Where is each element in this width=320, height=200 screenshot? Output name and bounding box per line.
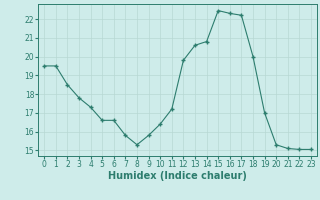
X-axis label: Humidex (Indice chaleur): Humidex (Indice chaleur) [108, 171, 247, 181]
